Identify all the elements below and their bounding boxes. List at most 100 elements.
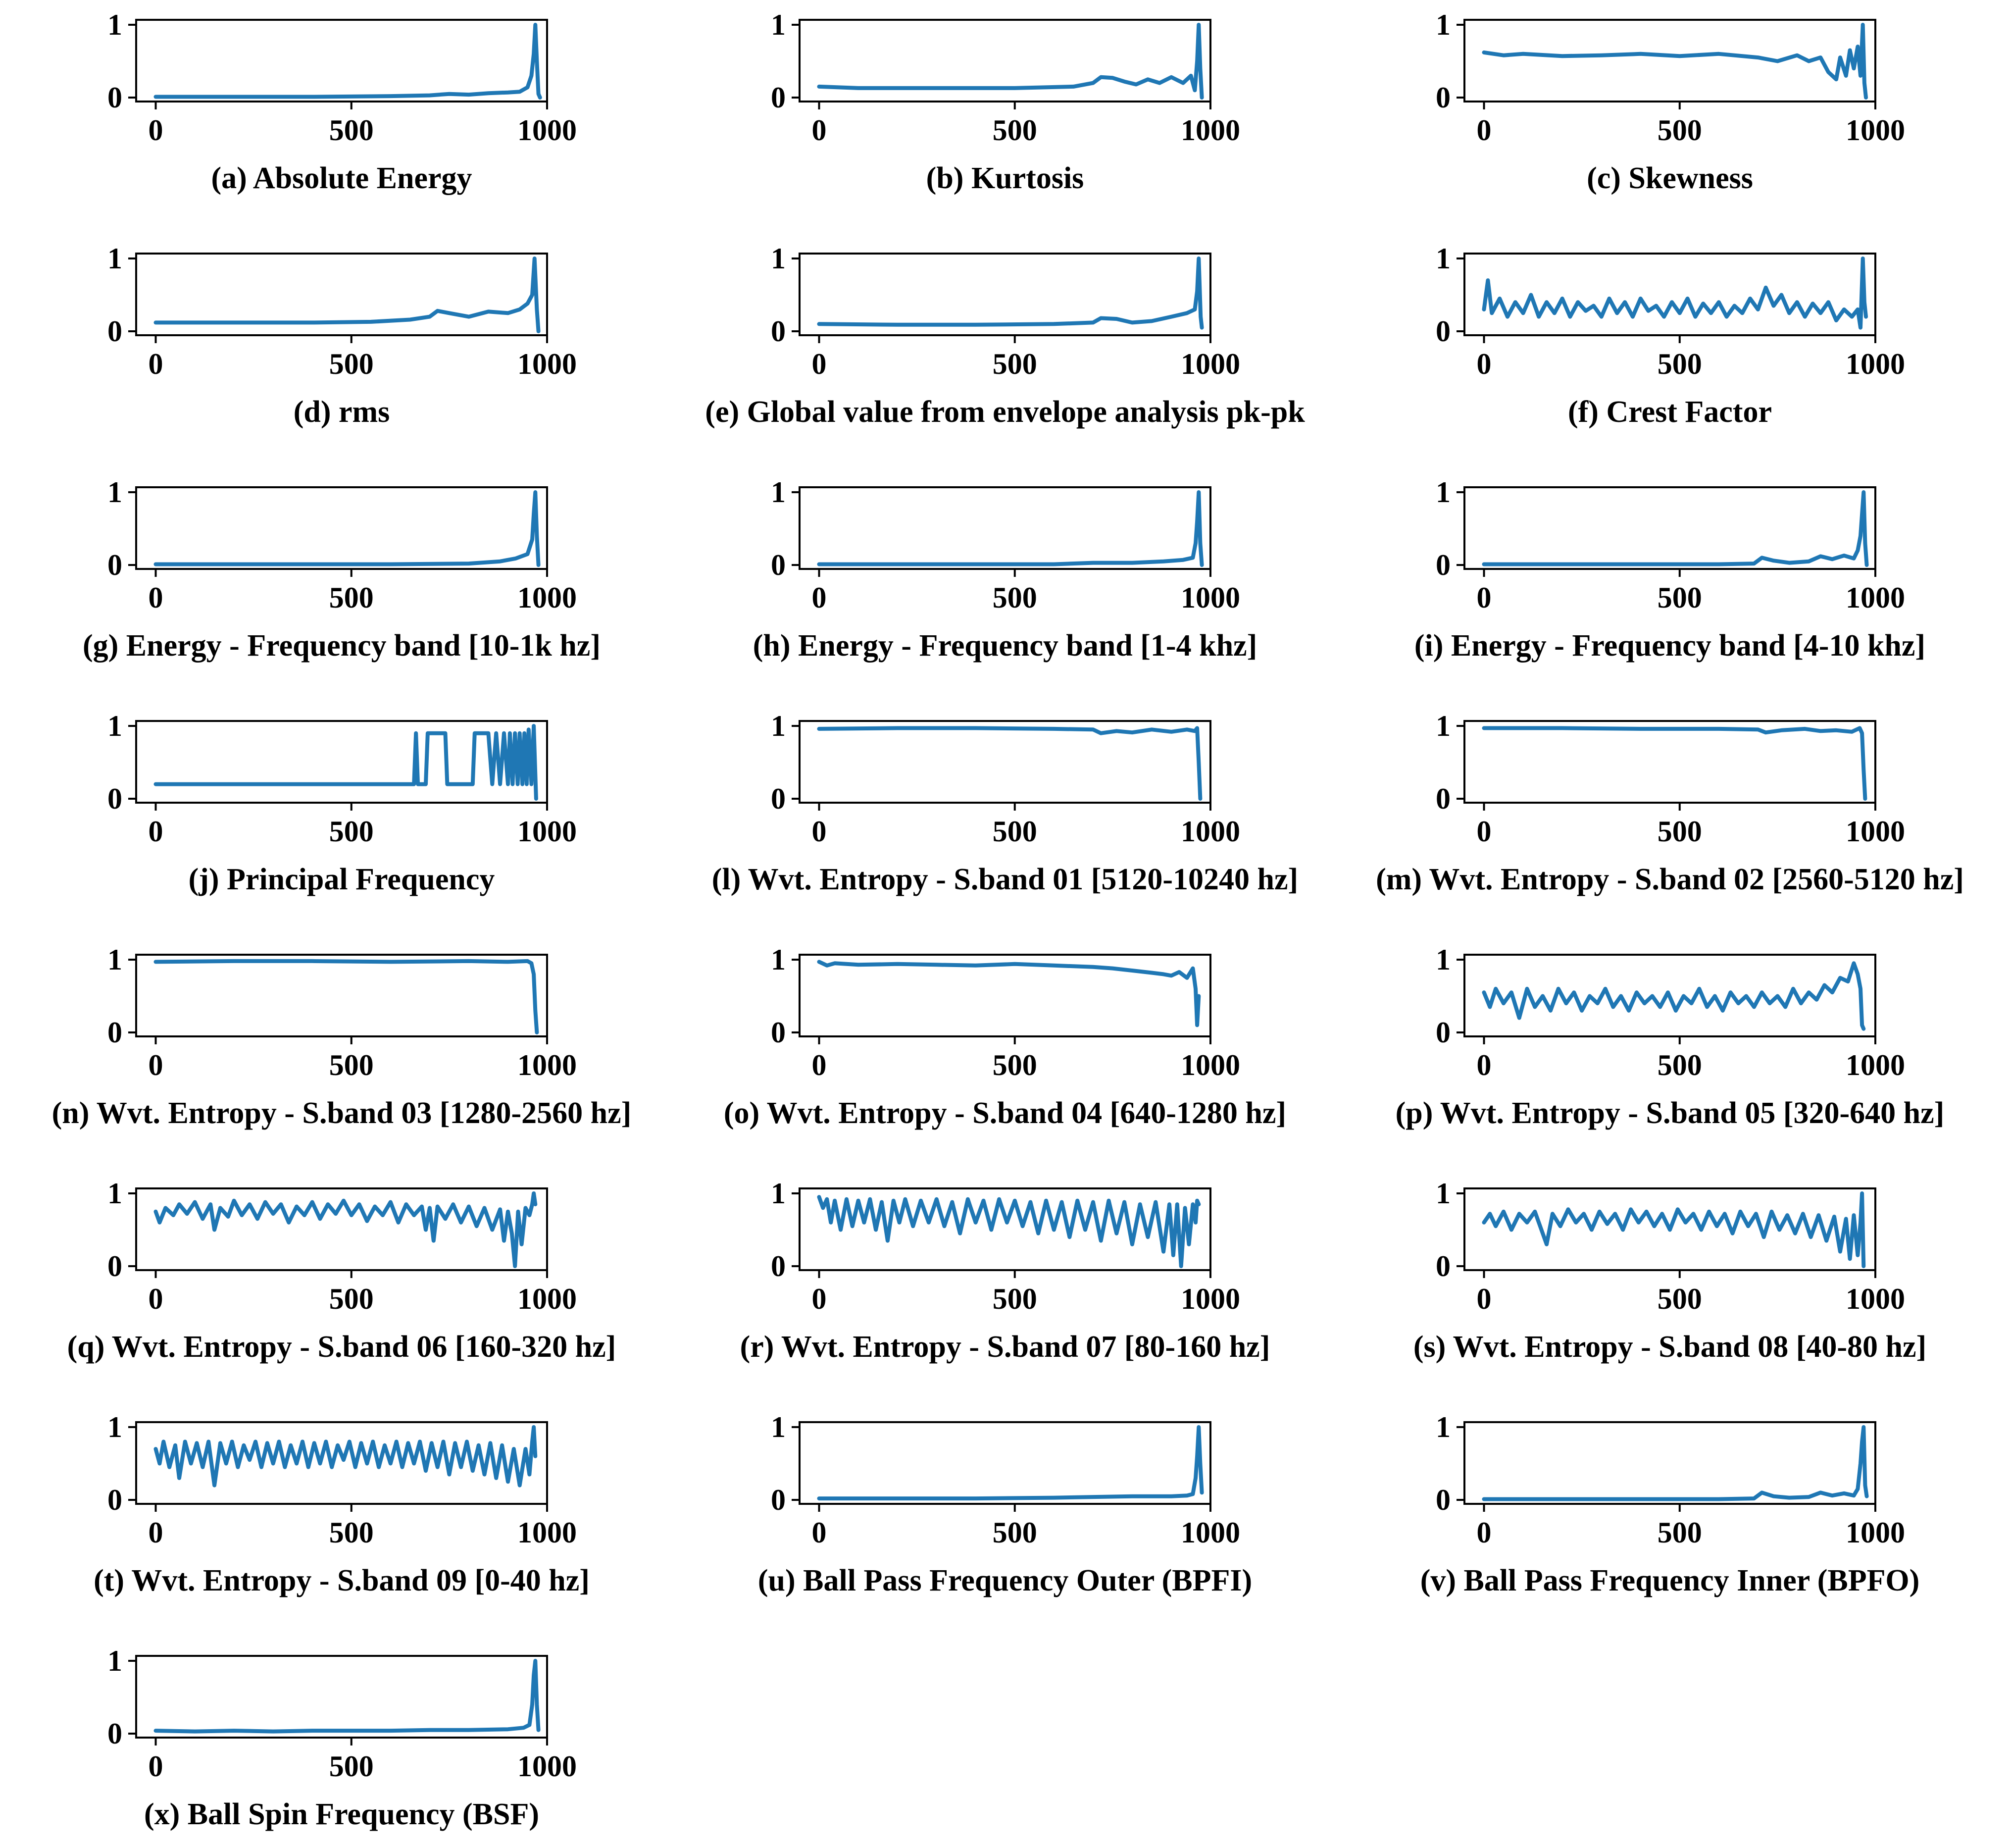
- chart-g-ytick-label-1: 1: [107, 476, 122, 509]
- chart-n-xtick-label-500: 500: [329, 1049, 374, 1081]
- chart-s-ytick-label-1: 1: [1436, 1177, 1451, 1210]
- chart-e-series-line: [817, 257, 1204, 330]
- chart-t-xtick-label-500: 500: [329, 1516, 374, 1549]
- chart-l-ytick-label-0: 0: [771, 782, 786, 815]
- chart-l: 0 500 1000 0 1 (l) Wvt. Entropy - S.band 01 […: [712, 710, 1298, 896]
- chart-n-axes-frame: [135, 954, 548, 1037]
- chart-p: 0 500 1000 0 1 (p) Wvt. Entropy - S.band 05 […: [1396, 943, 1945, 1130]
- chart-l-series-line: [817, 726, 1203, 801]
- chart-p-xtick-label-500: 500: [1658, 1049, 1702, 1081]
- chart-q-series-line: [153, 1191, 538, 1268]
- chart-m-caption: (m) Wvt. Entropy - S.band 02 [2560-5120 …: [1376, 863, 1964, 896]
- chart-a-ytick-label-0: 0: [107, 81, 122, 114]
- chart-e-xtick-label-0: 0: [812, 348, 827, 380]
- chart-j-axes-frame: [135, 720, 548, 804]
- chart-o-xtick-label-500: 500: [993, 1049, 1037, 1081]
- chart-a-xtick-label-500: 500: [329, 114, 374, 147]
- chart-t-ytick-label-0: 0: [107, 1484, 122, 1516]
- chart-p-caption: (p) Wvt. Entropy - S.band 05 [320-640 hz…: [1396, 1096, 1945, 1130]
- chart-c-ytick-label-1: 1: [1436, 8, 1451, 41]
- chart-n-series-line: [153, 959, 539, 1034]
- chart-i-xtick-label-500: 500: [1658, 581, 1702, 614]
- chart-f: 0 500 1000 0 1 (f) Crest Factor: [1436, 242, 1905, 429]
- chart-x-xtick-label-1000: 1000: [517, 1750, 577, 1783]
- chart-c-xtick-label-1000: 1000: [1846, 114, 1905, 147]
- chart-u-xtick-label-1000: 1000: [1181, 1516, 1240, 1549]
- chart-j-series-line: [153, 724, 538, 801]
- chart-u: 0 500 1000 0 1 (u) Ball Pass Frequency Outer …: [758, 1411, 1252, 1597]
- chart-r-xtick-label-500: 500: [993, 1283, 1037, 1315]
- chart-a-ytick-label-1: 1: [107, 8, 122, 41]
- chart-c-xtick-label-500: 500: [1658, 114, 1702, 147]
- chart-t-caption: (t) Wvt. Entropy - S.band 09 [0-40 hz]: [94, 1564, 590, 1597]
- chart-i-series-line: [1482, 490, 1869, 567]
- chart-x-ytick-label-0: 0: [107, 1717, 122, 1750]
- chart-d-caption: (d) rms: [294, 395, 390, 429]
- chart-b-xtick-label-0: 0: [812, 114, 827, 147]
- chart-r-xtick-label-1000: 1000: [1181, 1283, 1240, 1315]
- chart-t: 0 500 1000 0 1 (t) Wvt. Entropy - S.band 09 […: [94, 1411, 590, 1597]
- chart-s-xtick-label-0: 0: [1477, 1283, 1492, 1315]
- chart-o-ytick-label-0: 0: [771, 1016, 786, 1049]
- chart-m: 0 500 1000 0 1 (m) Wvt. Entropy - S.band 02 […: [1376, 710, 1964, 896]
- chart-r-series-line: [817, 1195, 1201, 1268]
- chart-e-axes-frame: [799, 253, 1211, 336]
- chart-b-ytick-label-0: 0: [771, 81, 786, 114]
- chart-q-xtick-label-500: 500: [329, 1283, 374, 1315]
- chart-q: 0 500 1000 0 1 (q) Wvt. Entropy - S.band 06 […: [67, 1177, 616, 1364]
- chart-r: 0 500 1000 0 1 (r) Wvt. Entropy - S.band 07 […: [740, 1177, 1270, 1364]
- chart-n-ytick-label-0: 0: [107, 1016, 122, 1049]
- chart-p-axes-frame: [1463, 954, 1876, 1037]
- chart-m-ytick-label-0: 0: [1436, 782, 1451, 815]
- chart-h: 0 500 1000 0 1 (h) Energy - Frequency band [1…: [753, 476, 1257, 663]
- chart-c-xtick-label-0: 0: [1477, 114, 1492, 147]
- chart-h-caption: (h) Energy - Frequency band [1-4 khz]: [753, 629, 1257, 663]
- chart-r-xtick-label-0: 0: [812, 1283, 827, 1315]
- chart-c-caption: (c) Skewness: [1587, 161, 1753, 195]
- chart-h-xtick-label-500: 500: [993, 581, 1037, 614]
- chart-g-xtick-label-1000: 1000: [517, 581, 577, 614]
- chart-e-caption: (e) Global value from envelope analysis …: [705, 395, 1305, 429]
- chart-v-xtick-label-500: 500: [1658, 1516, 1702, 1549]
- chart-f-series-line: [1482, 257, 1868, 330]
- chart-o-axes-frame: [799, 954, 1211, 1037]
- chart-s-ytick-label-0: 0: [1436, 1250, 1451, 1283]
- chart-i-xtick-label-1000: 1000: [1846, 581, 1905, 614]
- chart-i-xtick-label-0: 0: [1477, 581, 1492, 614]
- chart-l-caption: (l) Wvt. Entropy - S.band 01 [5120-10240…: [712, 863, 1298, 896]
- chart-n-xtick-label-0: 0: [149, 1049, 163, 1081]
- chart-l-axes-frame: [799, 720, 1211, 804]
- chart-e-xtick-label-1000: 1000: [1181, 348, 1240, 380]
- chart-j-ytick-label-0: 0: [107, 782, 122, 815]
- chart-v-caption: (v) Ball Pass Frequency Inner (BPFO): [1420, 1564, 1920, 1597]
- chart-v-ytick-label-0: 0: [1436, 1484, 1451, 1516]
- chart-s-caption: (s) Wvt. Entropy - S.band 08 [40-80 hz]: [1413, 1330, 1926, 1364]
- chart-s: 0 500 1000 0 1 (s) Wvt. Entropy - S.band 08 […: [1413, 1177, 1926, 1364]
- chart-p-series-line: [1482, 961, 1866, 1031]
- chart-b-series-line: [817, 23, 1204, 100]
- chart-m-ytick-label-1: 1: [1436, 710, 1451, 742]
- chart-x-xtick-label-0: 0: [149, 1750, 163, 1783]
- chart-c: 0 500 1000 0 1 (c) Skewness: [1436, 8, 1905, 195]
- chart-p-ytick-label-1: 1: [1436, 943, 1451, 976]
- chart-d-axes-frame: [135, 253, 548, 336]
- chart-d: 0 500 1000 0 1 (d) rms: [107, 242, 577, 429]
- chart-f-xtick-label-500: 500: [1658, 348, 1702, 380]
- chart-b-caption: (b) Kurtosis: [926, 161, 1084, 195]
- chart-a-caption: (a) Absolute Energy: [211, 161, 472, 195]
- chart-j-xtick-label-1000: 1000: [517, 815, 577, 848]
- chart-f-ytick-label-0: 0: [1436, 315, 1451, 348]
- chart-b-axes-frame: [799, 19, 1211, 103]
- chart-p-ytick-label-0: 0: [1436, 1016, 1451, 1049]
- chart-h-axes-frame: [799, 486, 1211, 570]
- chart-m-xtick-label-500: 500: [1658, 815, 1702, 848]
- chart-o: 0 500 1000 0 1 (o) Wvt. Entropy - S.band 04 […: [724, 943, 1286, 1130]
- chart-m-xtick-label-0: 0: [1477, 815, 1492, 848]
- chart-b: 0 500 1000 0 1 (b) Kurtosis: [771, 8, 1240, 195]
- chart-m-axes-frame: [1463, 720, 1876, 804]
- chart-u-series-line: [817, 1425, 1204, 1501]
- chart-f-caption: (f) Crest Factor: [1568, 395, 1772, 429]
- chart-u-axes-frame: [799, 1421, 1211, 1505]
- chart-l-xtick-label-1000: 1000: [1181, 815, 1240, 848]
- chart-j-xtick-label-500: 500: [329, 815, 374, 848]
